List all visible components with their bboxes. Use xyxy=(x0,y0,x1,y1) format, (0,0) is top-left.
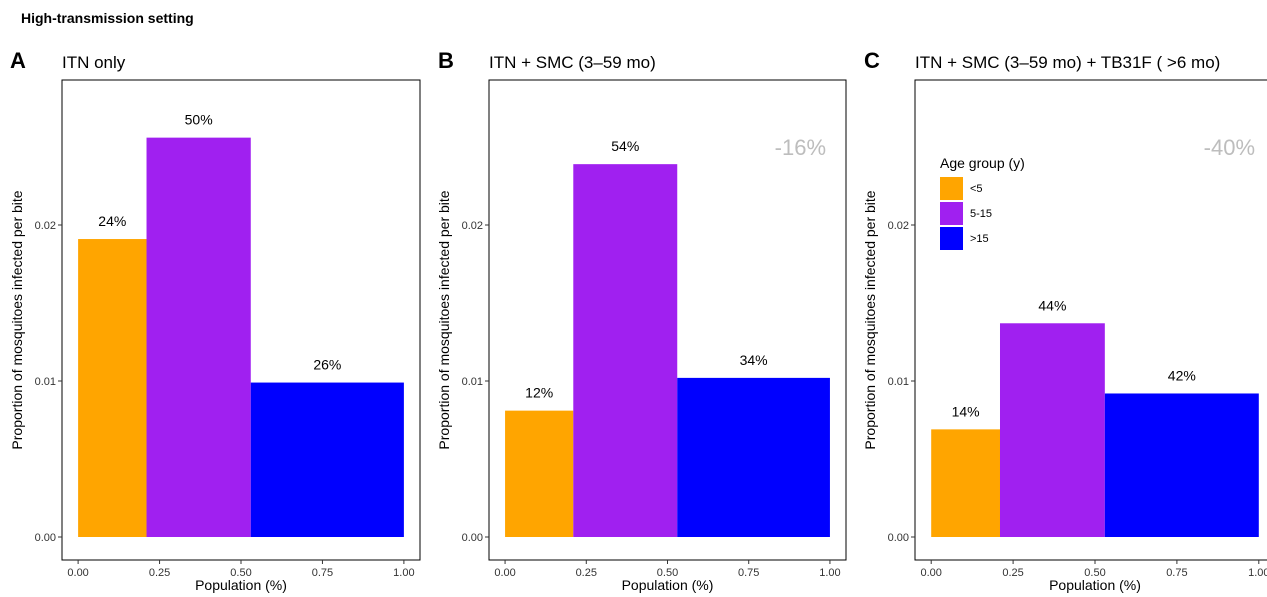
bar-a-1 xyxy=(78,239,147,538)
bar-label: 44% xyxy=(1038,297,1066,313)
y-tick-label: 0.00 xyxy=(888,532,909,544)
x-axis-label: Population (%) xyxy=(622,577,714,593)
reduction-annotation: -16% xyxy=(775,135,826,160)
legend-label: 5-15 xyxy=(970,208,992,220)
bar-b-1 xyxy=(505,410,574,537)
legend-title: Age group (y) xyxy=(940,155,1025,171)
x-tick-label: 1.00 xyxy=(819,567,840,579)
y-axis-label: Proportion of mosquitoes infected per bi… xyxy=(862,190,878,449)
x-tick-label: 0.50 xyxy=(657,567,678,579)
x-tick-label: 1.00 xyxy=(393,567,414,579)
y-tick-label: 0.02 xyxy=(35,220,56,232)
y-axis-label: Proportion of mosquitoes infected per bi… xyxy=(436,190,452,449)
bar-b-3 xyxy=(677,377,830,537)
x-tick-label: 0.25 xyxy=(149,567,170,579)
y-axis-label: Proportion of mosquitoes infected per bi… xyxy=(9,190,25,449)
legend-swatch xyxy=(940,177,963,200)
legend-label: <5 xyxy=(970,183,983,195)
x-tick-label: 0.25 xyxy=(1002,567,1023,579)
x-axis-label: Population (%) xyxy=(195,577,287,593)
x-tick-label: 0.25 xyxy=(576,567,597,579)
y-tick-label: 0.00 xyxy=(462,532,483,544)
bar-c-2 xyxy=(999,323,1105,537)
bar-c-3 xyxy=(1104,393,1259,537)
bar-label: 54% xyxy=(611,138,639,154)
x-tick-label: 0.50 xyxy=(1084,567,1105,579)
figure-title: High-transmission setting xyxy=(21,10,194,26)
bar-label: 50% xyxy=(185,112,213,128)
y-tick-label: 0.01 xyxy=(35,376,56,388)
panel-letter: B xyxy=(438,48,454,73)
y-tick-label: 0.00 xyxy=(35,532,56,544)
bar-label: 12% xyxy=(525,385,553,401)
bar-label: 26% xyxy=(313,357,341,373)
bar-c-1 xyxy=(931,429,1000,537)
legend-label: >15 xyxy=(970,233,989,245)
x-tick-label: 1.00 xyxy=(1248,567,1267,579)
bar-b-2 xyxy=(573,164,678,537)
y-tick-label: 0.02 xyxy=(888,220,909,232)
x-tick-label: 0.50 xyxy=(230,567,251,579)
bar-label: 42% xyxy=(1168,367,1196,383)
panel-title: ITN only xyxy=(62,53,126,72)
x-tick-label: 0.75 xyxy=(312,567,333,579)
x-tick-label: 0.00 xyxy=(67,567,88,579)
bar-label: 24% xyxy=(98,213,126,229)
bar-label: 14% xyxy=(952,403,980,419)
x-axis-label: Population (%) xyxy=(1049,577,1141,593)
y-tick-label: 0.01 xyxy=(462,376,483,388)
bar-a-2 xyxy=(146,137,251,537)
y-tick-label: 0.01 xyxy=(888,376,909,388)
legend-swatch xyxy=(940,202,963,225)
x-tick-label: 0.75 xyxy=(1166,567,1187,579)
x-tick-label: 0.00 xyxy=(920,567,941,579)
x-tick-label: 0.75 xyxy=(738,567,759,579)
panel-title: ITN + SMC (3–59 mo) xyxy=(489,53,656,72)
bar-a-3 xyxy=(250,382,404,537)
panel-title: ITN + SMC (3–59 mo) + TB31F ( >6 mo) xyxy=(915,53,1220,72)
legend-swatch xyxy=(940,227,963,250)
panel-letter: A xyxy=(10,48,26,73)
y-tick-label: 0.02 xyxy=(462,220,483,232)
panel-letter: C xyxy=(864,48,880,73)
x-tick-label: 0.00 xyxy=(494,567,515,579)
reduction-annotation: -40% xyxy=(1204,135,1255,160)
bar-label: 34% xyxy=(740,352,768,368)
